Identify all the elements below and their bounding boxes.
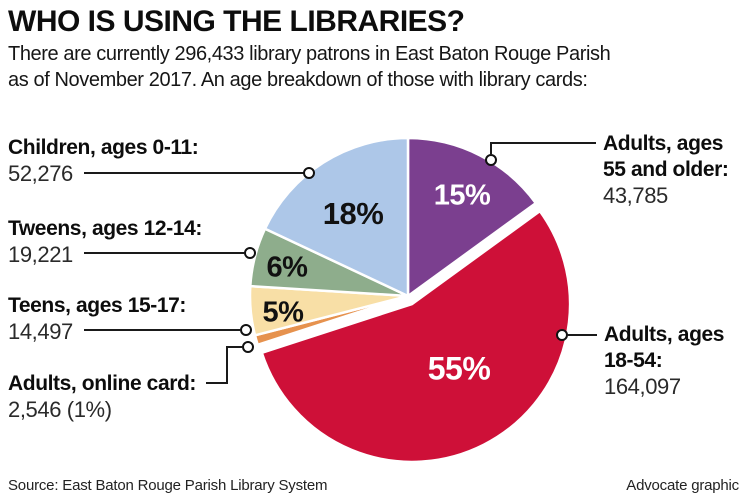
pct-label-children: 18% (322, 196, 384, 231)
dot-tweens (244, 247, 256, 259)
callout-adults-18-54: Adults, ages 18-54: 164,097 (604, 322, 724, 400)
callout-children-value: 52,276 (8, 161, 73, 186)
callout-adults-55-title-2: 55 and older: (603, 158, 729, 181)
callout-adults-55-value: 43,785 (603, 183, 668, 208)
pie-slice-children-0-11 (263, 136, 410, 298)
dot-adults-online (242, 341, 254, 353)
dot-adults-18-54 (556, 329, 568, 341)
dot-teens (240, 324, 252, 336)
callout-teens-value: 14,497 (8, 319, 73, 344)
graphic-credit: Advocate graphic (626, 477, 739, 494)
callout-tweens: Tweens, ages 12-14: 19,221 (8, 216, 202, 268)
page-title: WHO IS USING THE LIBRARIES? (8, 5, 465, 38)
callout-adults-55: Adults, ages 55 and older: 43,785 (603, 131, 729, 209)
pct-label-teens: 5% (262, 296, 304, 329)
leader-lines (84, 142, 597, 384)
callout-adults-18-54-title-1: Adults, ages (604, 323, 725, 346)
callout-adults-55-title-1: Adults, ages (603, 132, 724, 155)
pct-label-adults-18-54: 55% (427, 350, 491, 387)
callout-adults-18-54-title-2: 18-54: (604, 349, 663, 372)
callout-adults-online: Adults, online card: 2,546 (1%) (8, 371, 196, 423)
intro-line-2: as of November 2017. An age breakdown of… (8, 69, 588, 91)
pct-label-tweens: 6% (266, 251, 308, 284)
pct-label-adults-55: 15% (433, 179, 491, 212)
pie-slice-adults-18-54 (260, 209, 572, 464)
dot-children (303, 167, 315, 179)
callout-tweens-value: 19,221 (8, 242, 73, 267)
callout-teens: Teens, ages 15-17: 14,497 (8, 293, 186, 345)
leader-adults-55 (490, 142, 596, 154)
callout-adults-online-title: Adults, online card: (8, 372, 197, 395)
source-credit: Source: East Baton Rouge Parish Library … (8, 477, 328, 494)
leader-dots (240, 154, 568, 353)
dot-adults-55 (485, 154, 497, 166)
intro-line-1: There are currently 296,433 library patr… (8, 43, 611, 65)
callout-children-title: Children, ages 0-11: (8, 136, 199, 159)
intro-text: There are currently 296,433 library patr… (8, 41, 611, 93)
footer: Source: East Baton Rouge Parish Library … (8, 477, 739, 494)
callout-adults-online-value: 2,546 (1%) (8, 397, 112, 422)
leader-adults-online (206, 346, 242, 384)
callout-teens-title: Teens, ages 15-17: (8, 294, 187, 317)
callout-children: Children, ages 0-11: 52,276 (8, 135, 199, 187)
pie-slices (248, 136, 572, 464)
pie-slice-adults-55-older (406, 136, 538, 298)
callout-tweens-title: Tweens, ages 12-14: (8, 217, 202, 240)
callout-adults-18-54-value: 164,097 (604, 374, 681, 399)
